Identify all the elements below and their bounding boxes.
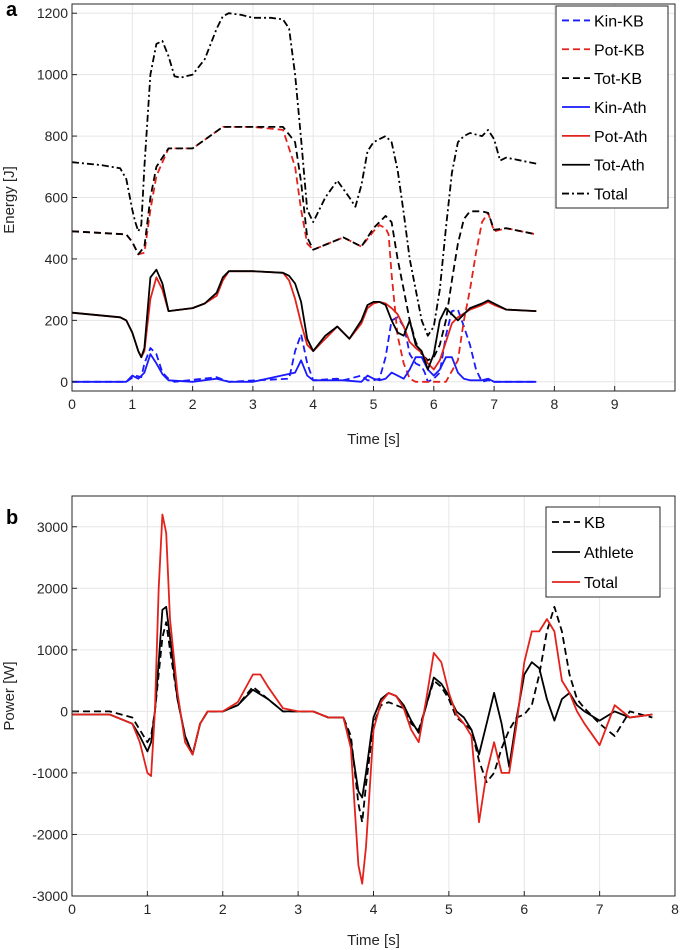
y-tick-label: 200: [45, 312, 69, 328]
x-tick-label: 3: [294, 901, 302, 917]
x-tick-label: 8: [671, 901, 679, 917]
series-line-pot-ath: [72, 270, 537, 371]
series-group: [72, 513, 653, 885]
x-tick-label: 9: [611, 396, 619, 412]
y-tick-label: 1200: [37, 5, 68, 21]
y-tick-label: 600: [45, 190, 69, 206]
y-tick-label: 1000: [37, 642, 68, 658]
x-tick-label: 5: [445, 901, 453, 917]
legend-label: Tot-KB: [594, 71, 642, 88]
chart-panel-b: 0 1 2 3 4 5 6 7 8 -3000 -2000 -1000 0 1000 2000 3000 Tim…: [1, 495, 679, 949]
legend-label: Tot-Ath: [594, 158, 645, 175]
series-line-athlete: [72, 605, 653, 799]
ticks: 0 1 2 3 4 5 6 7 8 -3000 -2000 -1000 0 1000 2000 3000: [32, 519, 679, 917]
panel-label: a: [6, 0, 18, 21]
x-tick-label: 1: [143, 901, 151, 917]
legend-box: [555, 5, 669, 209]
x-tick-label: 6: [430, 396, 438, 412]
legend-label: Total: [594, 187, 628, 204]
x-tick-label: 0: [68, 901, 76, 917]
x-tick-label: 7: [596, 901, 604, 917]
y-tick-label: 2000: [37, 580, 68, 596]
y-tick-label: -1000: [32, 765, 68, 781]
legend-label: Kin-KB: [594, 13, 644, 30]
y-tick-label: 0: [60, 374, 68, 390]
x-tick-label: 0: [68, 396, 76, 412]
x-tick-label: 6: [520, 901, 528, 917]
series-line-total: [72, 513, 653, 885]
series-line-tot-kb: [72, 126, 537, 362]
series-line-pot-kb: [72, 126, 537, 383]
legend-label: KB: [584, 515, 605, 532]
x-axis-label: Time [s]: [347, 932, 400, 949]
series-group: [72, 12, 537, 383]
x-tick-label: 5: [370, 396, 378, 412]
y-axis-label: Energy [J]: [1, 166, 18, 234]
x-tick-label: 2: [219, 901, 227, 917]
y-tick-label: 400: [45, 251, 69, 267]
x-tick-label: 3: [249, 396, 257, 412]
x-tick-label: 4: [309, 396, 317, 412]
ticks: 0 1 2 3 4 5 6 7 8 9 0 200 400 600 800 1000 1200: [37, 5, 619, 412]
panel-label: b: [6, 507, 18, 529]
x-tick-label: 2: [189, 396, 197, 412]
y-tick-label: 800: [45, 128, 69, 144]
x-axis-label: Time [s]: [347, 431, 400, 448]
y-axis-label: Power [W]: [1, 661, 18, 730]
x-tick-label: 7: [490, 396, 498, 412]
y-tick-label: 1000: [37, 67, 68, 83]
y-tick-label: 3000: [37, 519, 68, 535]
legend: Kin-KB Pot-KB Tot-KB Kin-Ath Pot-Ath Tot-Ath T…: [555, 5, 669, 209]
legend-label: Pot-Ath: [594, 129, 647, 146]
series-line-kin-kb: [72, 308, 537, 383]
legend-label: Pot-KB: [594, 42, 645, 59]
y-tick-label: -2000: [32, 826, 68, 842]
y-tick-label: -3000: [32, 888, 68, 904]
x-tick-label: 4: [370, 901, 378, 917]
y-tick-label: 0: [60, 703, 68, 719]
series-line-kb: [72, 605, 653, 824]
legend-label: Athlete: [584, 545, 634, 562]
legend-label: Total: [584, 575, 618, 592]
legend: KB Athlete Total: [545, 506, 661, 598]
legend-label: Kin-Ath: [594, 100, 646, 117]
series-line-total: [72, 12, 537, 337]
x-tick-label: 8: [551, 396, 559, 412]
series-line-kin-ath: [72, 353, 537, 383]
chart-panel-a: 0 1 2 3 4 5 6 7 8 9 0 200 400 600 800 1000 1200 Time [s] E…: [1, 0, 676, 448]
series-line-tot-ath: [72, 268, 537, 371]
x-tick-label: 1: [128, 396, 136, 412]
